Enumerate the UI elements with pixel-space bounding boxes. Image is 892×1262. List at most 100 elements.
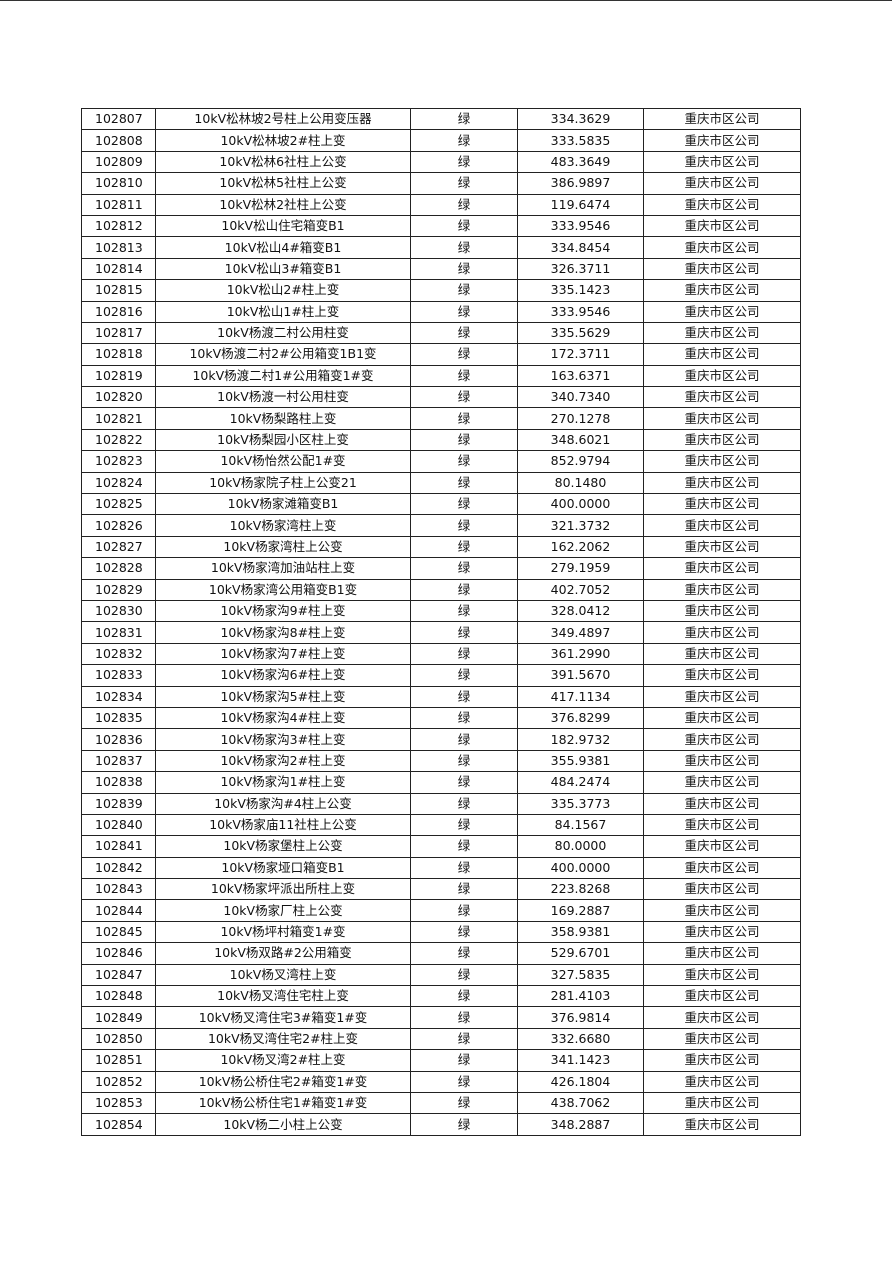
company-cell: 重庆市区公司 (643, 321, 801, 345)
table-row: 102828 10kV杨家湾加油站柱上变绿 279.1959 重庆市区公司 (81, 557, 801, 580)
table-row: 102831 10kV杨家沟8#柱上变绿 349.4897 重庆市区公司 (81, 621, 801, 644)
name-cell: 10kV杨叉湾住宅2#柱上变 (155, 1027, 411, 1051)
value-cell: 163.6371 (517, 364, 644, 388)
name-cell: 10kV杨家沟3#柱上变 (155, 728, 411, 751)
value-cell: 335.1423 (517, 279, 644, 302)
name-cell: 10kV杨家沟8#柱上变 (155, 621, 411, 644)
id-cell: 102809 (81, 150, 156, 174)
table-row: 102848 10kV杨叉湾住宅柱上变绿 281.4103 重庆市区公司 (81, 985, 801, 1008)
color-cell: 绿 (410, 300, 518, 323)
name-cell: 10kV杨家坪派出所柱上变 (155, 878, 411, 901)
table-row: 102816 10kV松山1#柱上变绿 333.9546 重庆市区公司 (81, 300, 801, 323)
color-cell: 绿 (410, 1070, 518, 1093)
value-cell: 361.2990 (517, 642, 644, 666)
value-cell: 376.9814 (517, 1006, 644, 1029)
table-row: 102809 10kV松林6社柱上公变绿 483.3649 重庆市区公司 (81, 150, 801, 174)
table-row: 102823 10kV杨怡然公配1#变绿 852.9794 重庆市区公司 (81, 450, 801, 473)
color-cell: 绿 (410, 856, 518, 880)
name-cell: 10kV杨渡二村2#公用箱变1B1变 (155, 343, 411, 366)
id-cell: 102827 (81, 535, 156, 559)
name-cell: 10kV松林5社柱上公变 (155, 172, 411, 195)
id-cell: 102814 (81, 257, 156, 281)
color-cell: 绿 (410, 985, 518, 1008)
company-cell: 重庆市区公司 (643, 1113, 801, 1136)
table-row: 102840 10kV杨家庙11社柱上公变绿 84.1567 重庆市区公司 (81, 813, 801, 837)
id-cell: 102823 (81, 450, 156, 473)
id-cell: 102849 (81, 1006, 156, 1029)
company-cell: 重庆市区公司 (643, 450, 801, 473)
name-cell: 10kV杨叉湾住宅3#箱变1#变 (155, 1006, 411, 1029)
color-cell: 绿 (410, 257, 518, 281)
color-cell: 绿 (410, 471, 518, 495)
table-row: 102821 10kV杨梨路柱上变绿 270.1278 重庆市区公司 (81, 407, 801, 430)
id-cell: 102822 (81, 428, 156, 452)
company-cell: 重庆市区公司 (643, 107, 801, 131)
id-cell: 102811 (81, 193, 156, 216)
name-cell: 10kV杨家湾公用箱变B1变 (155, 578, 411, 601)
name-cell: 10kV杨叉湾2#柱上变 (155, 1049, 411, 1072)
color-cell: 绿 (410, 150, 518, 174)
name-cell: 10kV杨家堡柱上公变 (155, 835, 411, 858)
id-cell: 102832 (81, 642, 156, 666)
color-cell: 绿 (410, 386, 518, 409)
value-cell: 484.2474 (517, 771, 644, 794)
color-cell: 绿 (410, 172, 518, 195)
value-cell: 349.4897 (517, 621, 644, 644)
company-cell: 重庆市区公司 (643, 985, 801, 1008)
company-cell: 重庆市区公司 (643, 535, 801, 559)
name-cell: 10kV杨家湾柱上变 (155, 514, 411, 537)
id-cell: 102831 (81, 621, 156, 644)
color-cell: 绿 (410, 642, 518, 666)
id-cell: 102824 (81, 471, 156, 495)
table-row: 102833 10kV杨家沟6#柱上变绿 391.5670 重庆市区公司 (81, 664, 801, 687)
name-cell: 10kV杨二小柱上公变 (155, 1113, 411, 1136)
id-cell: 102838 (81, 771, 156, 794)
company-cell: 重庆市区公司 (643, 835, 801, 858)
name-cell: 10kV杨梨路柱上变 (155, 407, 411, 430)
company-cell: 重庆市区公司 (643, 942, 801, 965)
name-cell: 10kV松山住宅箱变B1 (155, 214, 411, 238)
color-cell: 绿 (410, 728, 518, 751)
table-row: 102810 10kV松林5社柱上公变绿 386.9897 重庆市区公司 (81, 172, 801, 195)
value-cell: 376.8299 (517, 706, 644, 730)
company-cell: 重庆市区公司 (643, 343, 801, 366)
id-cell: 102850 (81, 1027, 156, 1051)
table-row: 102843 10kV杨家坪派出所柱上变绿 223.8268 重庆市区公司 (81, 878, 801, 901)
id-cell: 102839 (81, 792, 156, 815)
id-cell: 102828 (81, 557, 156, 580)
id-cell: 102845 (81, 920, 156, 944)
color-cell: 绿 (410, 920, 518, 944)
id-cell: 102826 (81, 514, 156, 537)
name-cell: 10kV杨家沟7#柱上变 (155, 642, 411, 666)
name-cell: 10kV杨家沟5#柱上变 (155, 685, 411, 708)
table-row: 102841 10kV杨家堡柱上公变绿 80.0000 重庆市区公司 (81, 835, 801, 858)
table-row: 102824 10kV杨家院子柱上公变21 绿 80.1480 重庆市区公司 (81, 471, 801, 495)
name-cell: 10kV杨家垭口箱变B1 (155, 856, 411, 880)
value-cell: 400.0000 (517, 856, 644, 880)
value-cell: 84.1567 (517, 813, 644, 837)
name-cell: 10kV杨叉湾住宅柱上变 (155, 985, 411, 1008)
company-cell: 重庆市区公司 (643, 557, 801, 580)
table-row: 102825 10kV杨家滩箱变B1 绿 400.0000 重庆市区公司 (81, 493, 801, 516)
transformer-table: 102807 10kV松林坡2号柱上公用变压器绿 334.3629 重庆市区公司 102… (81, 107, 801, 1136)
company-cell: 重庆市区公司 (643, 771, 801, 794)
id-cell: 102844 (81, 899, 156, 922)
table-row: 102839 10kV杨家沟#4柱上公变绿 335.3773 重庆市区公司 (81, 792, 801, 815)
id-cell: 102818 (81, 343, 156, 366)
value-cell: 438.7062 (517, 1091, 644, 1115)
name-cell: 10kV松山2#柱上变 (155, 279, 411, 302)
value-cell: 335.5629 (517, 321, 644, 345)
company-cell: 重庆市区公司 (643, 129, 801, 152)
color-cell: 绿 (410, 771, 518, 794)
company-cell: 重庆市区公司 (643, 214, 801, 238)
company-cell: 重庆市区公司 (643, 236, 801, 259)
value-cell: 426.1804 (517, 1070, 644, 1093)
id-cell: 102843 (81, 878, 156, 901)
company-cell: 重庆市区公司 (643, 578, 801, 601)
table-row: 102849 10kV杨叉湾住宅3#箱变1#变绿 376.9814 重庆市区公司 (81, 1006, 801, 1029)
value-cell: 333.9546 (517, 214, 644, 238)
id-cell: 102819 (81, 364, 156, 388)
value-cell: 270.1278 (517, 407, 644, 430)
table-row: 102852 10kV杨公桥住宅2#箱变1#变绿 426.1804 重庆市区公司 (81, 1070, 801, 1093)
value-cell: 483.3649 (517, 150, 644, 174)
